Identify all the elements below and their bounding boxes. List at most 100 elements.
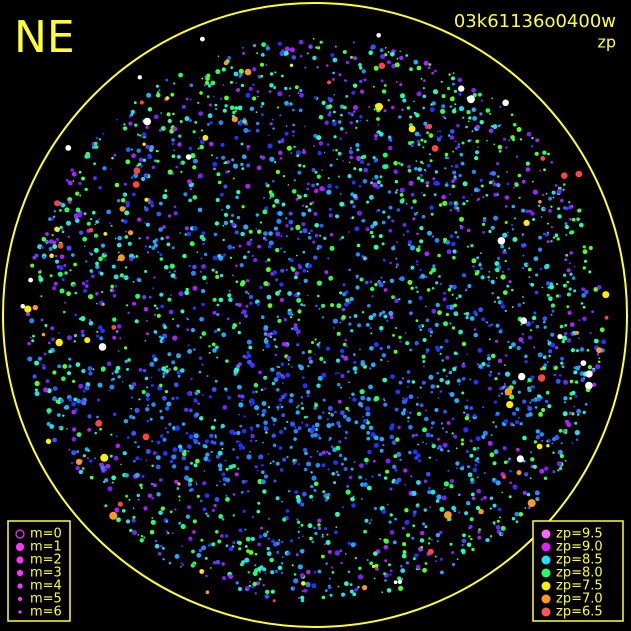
star — [130, 407, 133, 410]
star — [134, 472, 140, 478]
star — [563, 331, 568, 336]
star — [230, 80, 233, 84]
star — [359, 66, 363, 70]
star — [527, 506, 531, 510]
star — [271, 433, 276, 438]
star — [135, 293, 141, 299]
star — [200, 129, 204, 132]
star — [66, 291, 71, 297]
bright-star — [596, 347, 603, 354]
star — [394, 517, 397, 521]
star — [395, 81, 398, 84]
star — [127, 311, 130, 314]
star — [303, 467, 308, 472]
star — [559, 324, 564, 329]
star — [541, 407, 546, 413]
star — [506, 170, 509, 173]
bright-star — [408, 125, 416, 133]
star — [330, 566, 334, 569]
magnitude-label: m=4 — [30, 579, 62, 594]
star — [271, 118, 274, 121]
star — [291, 189, 297, 194]
star — [42, 364, 46, 368]
star — [394, 407, 399, 412]
star — [533, 440, 538, 444]
star — [377, 473, 381, 477]
star — [59, 288, 65, 294]
star — [418, 295, 423, 301]
star — [149, 529, 155, 535]
star — [88, 251, 91, 254]
star — [347, 231, 350, 233]
star — [125, 519, 131, 524]
star — [192, 195, 198, 200]
star — [349, 150, 354, 155]
star — [387, 51, 390, 53]
star — [151, 354, 156, 359]
star — [197, 402, 200, 405]
star — [358, 184, 362, 188]
zp-marker — [541, 607, 551, 617]
star — [313, 526, 316, 530]
star — [343, 105, 347, 110]
star — [434, 555, 437, 558]
star — [287, 104, 290, 107]
star — [277, 211, 283, 216]
star — [478, 307, 484, 313]
star — [177, 142, 182, 147]
star — [51, 234, 54, 237]
star — [534, 151, 539, 156]
star — [225, 477, 231, 483]
star — [314, 531, 318, 536]
star — [321, 450, 326, 455]
star — [288, 211, 293, 216]
star — [144, 270, 148, 273]
star — [502, 137, 506, 141]
star — [469, 517, 474, 522]
star — [431, 101, 436, 106]
star — [269, 557, 274, 563]
star — [245, 480, 248, 482]
star — [465, 449, 469, 454]
star — [284, 46, 290, 52]
star — [221, 332, 227, 338]
zp-marker — [541, 581, 551, 591]
star — [494, 300, 496, 303]
star — [274, 569, 279, 573]
star — [215, 274, 220, 279]
star — [522, 302, 525, 304]
star — [240, 491, 244, 494]
star — [229, 429, 235, 435]
star — [470, 244, 474, 248]
star — [265, 343, 271, 349]
magnitude-marker — [17, 596, 23, 602]
star — [300, 402, 304, 405]
star — [109, 289, 112, 292]
star — [300, 598, 305, 603]
star-field — [20, 33, 610, 603]
zp-label: zp=7.5 — [556, 579, 603, 594]
star — [228, 289, 231, 292]
star — [266, 530, 269, 533]
star — [76, 450, 80, 454]
star — [465, 316, 469, 320]
star — [452, 249, 457, 254]
star — [129, 414, 134, 419]
star — [284, 86, 288, 91]
star — [297, 194, 302, 200]
star — [225, 544, 229, 547]
magnitude-marker — [16, 556, 24, 564]
star — [192, 182, 194, 185]
star — [305, 582, 311, 588]
star — [355, 285, 360, 290]
bright-star — [497, 237, 506, 245]
star — [262, 567, 267, 572]
star — [407, 165, 411, 169]
star — [388, 228, 393, 233]
star — [354, 226, 360, 232]
bright-star — [142, 433, 150, 441]
star — [500, 532, 504, 536]
star — [370, 44, 376, 50]
star — [70, 168, 74, 172]
